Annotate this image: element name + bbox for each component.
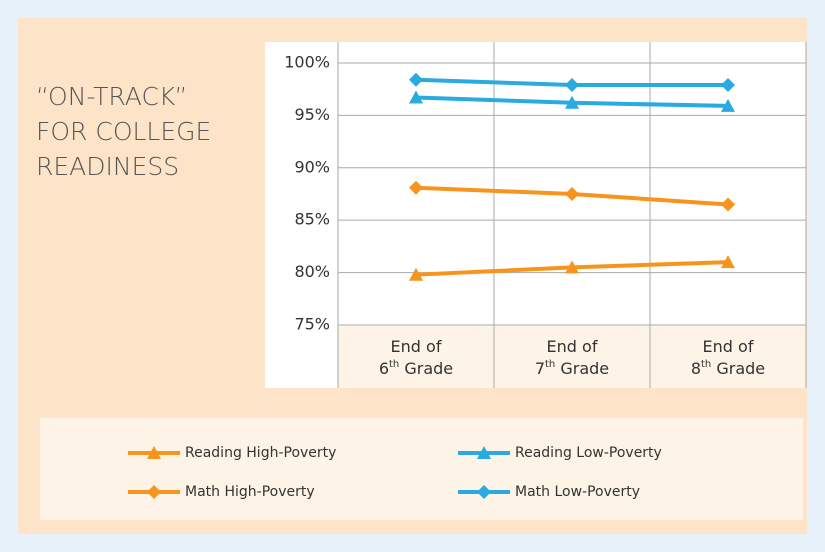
- chart-title: FOR COLLEGE: [36, 117, 211, 146]
- category-band: [338, 325, 806, 388]
- triangle-marker: [409, 90, 423, 104]
- legend-label: Math Low-Poverty: [515, 484, 640, 500]
- chart-title: READINESS: [36, 152, 179, 181]
- diamond-marker: [477, 485, 491, 499]
- legend-label: Math High-Poverty: [185, 484, 315, 500]
- y-tick-label: 80%: [294, 262, 330, 281]
- triangle-marker: [721, 255, 735, 269]
- chart-title: “ON-TRACK”: [36, 82, 188, 111]
- triangle-marker: [147, 446, 161, 459]
- diamond-marker: [409, 180, 423, 195]
- y-tick-label: 95%: [294, 105, 330, 124]
- x-tick-label: End of 7th Grade: [535, 337, 609, 378]
- x-tick-label: End of 8th Grade: [691, 337, 765, 378]
- diamond-marker: [721, 77, 735, 92]
- triangle-marker: [409, 267, 423, 281]
- y-tick-label: 85%: [294, 210, 330, 229]
- diamond-marker: [565, 77, 579, 92]
- y-tick-label: 90%: [294, 157, 330, 176]
- diamond-marker: [409, 72, 423, 87]
- triangle-marker: [477, 446, 491, 459]
- legend-box: [40, 418, 803, 520]
- legend-label: Reading Low-Poverty: [515, 445, 662, 461]
- x-tick-label: End of 6th Grade: [379, 337, 453, 378]
- diamond-marker: [565, 186, 579, 201]
- diamond-marker: [147, 485, 161, 499]
- diamond-marker: [721, 197, 735, 212]
- triangle-marker: [721, 98, 735, 112]
- y-tick-label: 75%: [294, 315, 330, 334]
- triangle-marker: [565, 95, 579, 109]
- triangle-marker: [565, 260, 579, 274]
- y-tick-label: 100%: [284, 52, 330, 71]
- legend-label: Reading High-Poverty: [185, 445, 336, 461]
